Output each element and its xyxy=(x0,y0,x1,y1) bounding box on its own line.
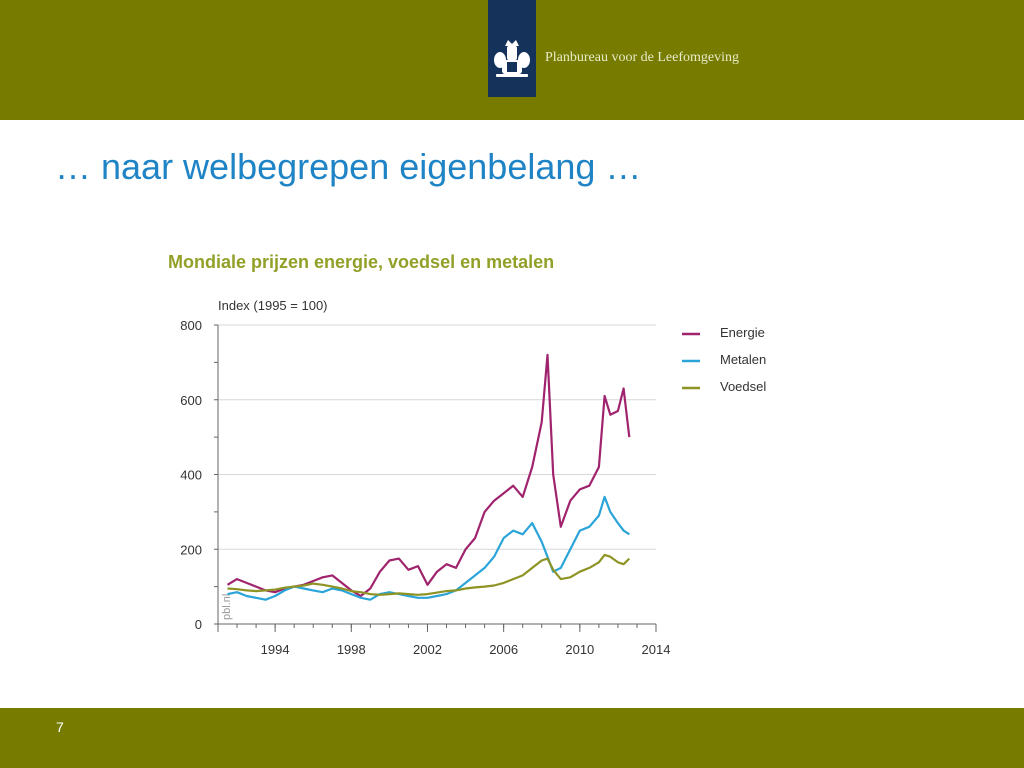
legend-label-voedsel: Voedsel xyxy=(720,379,767,394)
series-line-voedsel xyxy=(227,553,631,596)
y-tick-label: 600 xyxy=(180,393,202,408)
legend-label-energie: Energie xyxy=(720,325,765,340)
x-tick-label: 1998 xyxy=(337,642,366,657)
legend-label-metalen: Metalen xyxy=(720,352,767,367)
series-line-energie xyxy=(226,353,631,598)
x-tick-label: 2014 xyxy=(642,642,671,657)
line-chart: 0 200 400 600 800 1994 1998 2002 2006 2010 2014 Ind… xyxy=(180,298,700,657)
source-note: pbl.nl xyxy=(221,594,233,620)
chart-title: Mondiale prijzen energie, voedsel en met… xyxy=(168,252,555,272)
y-tick-label: 0 xyxy=(195,617,202,632)
logo-badge xyxy=(488,0,536,97)
y-axis-label: Index (1995 = 100) xyxy=(218,298,328,313)
page-number: 7 xyxy=(56,719,64,735)
x-tick-label: 2010 xyxy=(565,642,594,657)
x-tick-label: 2006 xyxy=(489,642,518,657)
x-tick-label: 1994 xyxy=(261,642,290,657)
footer-bar xyxy=(0,708,1024,768)
series-line-metalen xyxy=(227,495,630,601)
y-tick-label: 200 xyxy=(180,542,202,557)
slide-title: … naar welbegrepen eigenbelang … xyxy=(55,146,642,187)
y-tick-label: 400 xyxy=(180,468,202,483)
coat-of-arms-icon xyxy=(494,40,530,77)
y-tick-label: 800 xyxy=(180,318,202,333)
x-tick-label: 2002 xyxy=(413,642,442,657)
organization-name: Planbureau voor de Leefomgeving xyxy=(545,50,739,65)
